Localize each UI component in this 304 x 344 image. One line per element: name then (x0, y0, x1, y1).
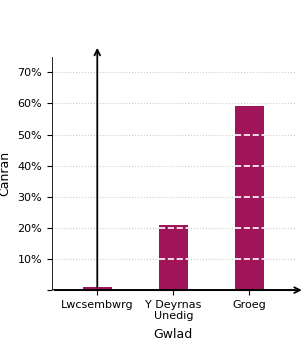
Bar (83, 287, 112, 290)
Bar (235, 107, 264, 290)
Text: % Cyfradd diweithdra ymhlith pobl ifanc: % Cyfradd diweithdra ymhlith pobl ifanc (1, 16, 303, 29)
Y-axis label: Canran: Canran (0, 151, 12, 196)
X-axis label: Gwlad: Gwlad (154, 329, 193, 341)
Bar (159, 225, 188, 290)
